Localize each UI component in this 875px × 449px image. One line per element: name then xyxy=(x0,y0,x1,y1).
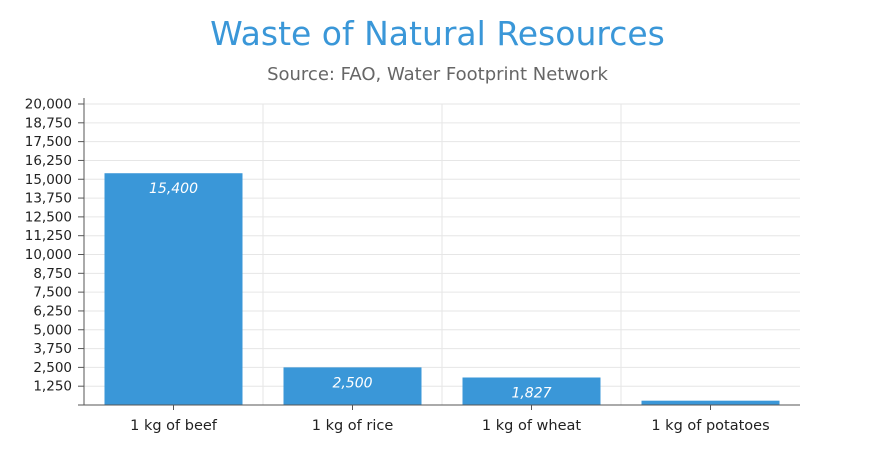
bar xyxy=(641,400,780,405)
bars-layer xyxy=(104,173,780,405)
axis-layer xyxy=(78,98,800,410)
x-category-label: 1 kg of potatoes xyxy=(651,418,769,434)
y-tick-label: 3,750 xyxy=(33,341,72,357)
y-tick-label: 20,000 xyxy=(25,97,72,113)
chart-title: Waste of Natural Resources xyxy=(210,14,665,53)
y-tick-label: 11,250 xyxy=(25,228,72,244)
y-tick-label: 5,000 xyxy=(33,322,72,338)
bar xyxy=(283,367,422,405)
y-tick-label: 1,250 xyxy=(33,379,72,395)
bar xyxy=(462,377,601,405)
y-tick-label: 18,750 xyxy=(25,115,72,131)
bar xyxy=(104,173,243,405)
y-tick-label: 16,250 xyxy=(25,153,72,169)
y-tick-label: 13,750 xyxy=(25,191,72,207)
x-category-label: 1 kg of beef xyxy=(130,418,218,434)
y-tick-label: 8,750 xyxy=(33,266,72,282)
x-category-label: 1 kg of wheat xyxy=(482,418,581,434)
y-tick-label: 2,500 xyxy=(33,360,72,376)
labels-layer: 1,250 2,500 3,750 5,000 6,250 7,500 8,750 10,00… xyxy=(25,97,770,435)
x-category-label: 1 kg of rice xyxy=(312,418,394,434)
chart-subtitle: Source: FAO, Water Footprint Network xyxy=(267,64,608,85)
bar-data-label: 2,500 xyxy=(332,375,372,391)
y-tick-label: 17,500 xyxy=(25,134,72,150)
y-tick-label: 12,500 xyxy=(25,209,72,225)
bar-data-label: 15,400 xyxy=(149,181,198,197)
y-tick-label: 15,000 xyxy=(25,172,72,188)
y-tick-label: 6,250 xyxy=(33,303,72,319)
y-tick-label: 7,500 xyxy=(33,285,72,301)
y-tick-label: 10,000 xyxy=(25,247,72,263)
bar-data-label: 1,827 xyxy=(511,386,551,402)
